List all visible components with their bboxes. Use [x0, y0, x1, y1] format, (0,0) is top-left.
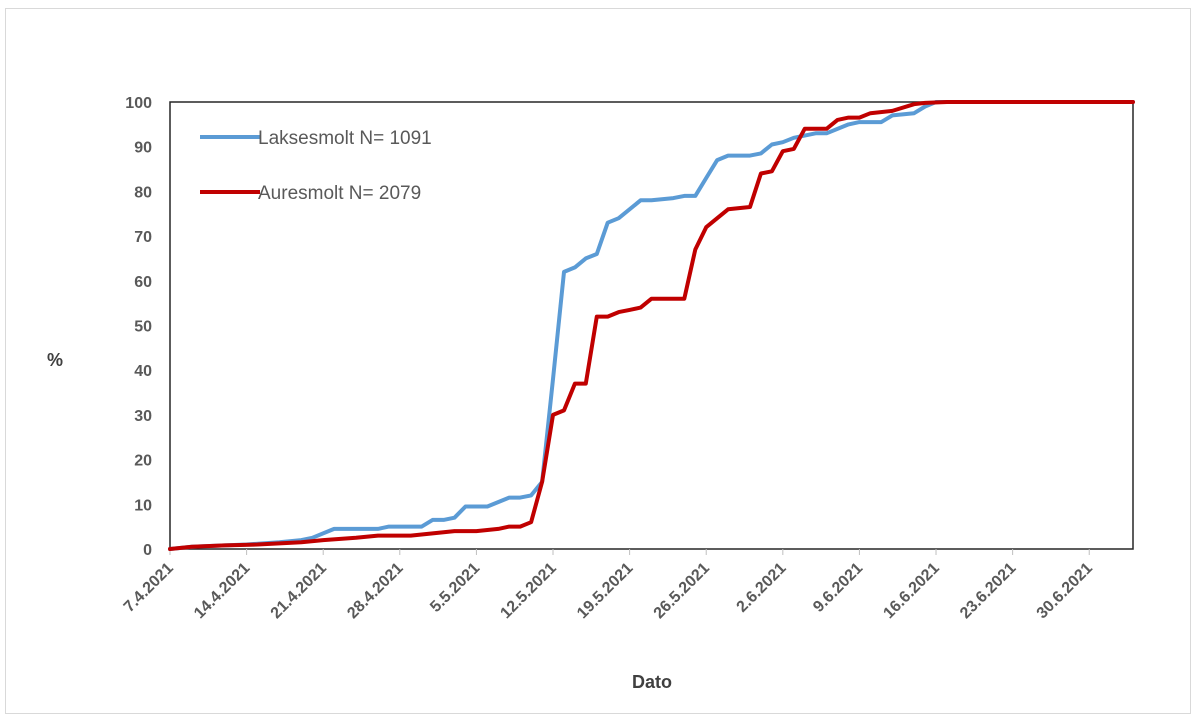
y-tick-label: 60: [134, 274, 152, 291]
x-tick-label: 19.5.2021: [574, 560, 636, 622]
y-tick-label: 40: [134, 363, 152, 380]
y-tick-label: 10: [134, 497, 152, 514]
x-tick-label: 23.6.2021: [957, 560, 1019, 622]
y-axis-title: %: [47, 350, 63, 370]
y-tick-label: 20: [134, 453, 152, 470]
x-tick-label: 30.6.2021: [1034, 560, 1096, 622]
x-tick-label: 12.5.2021: [497, 560, 559, 622]
legend-label: Auresmolt N= 2079: [258, 183, 421, 204]
y-tick-label: 0: [143, 542, 152, 559]
series-layer: [168, 100, 1135, 551]
series-line-laksesmolt: [168, 100, 1135, 551]
y-tick-label: 30: [134, 408, 152, 425]
chart-frame: [5, 8, 1191, 714]
x-tick-label: 16.6.2021: [880, 560, 942, 622]
x-tick-label: 21.4.2021: [268, 560, 330, 622]
y-tick-label: 100: [125, 95, 152, 112]
y-tick-label: 50: [134, 319, 152, 336]
y-tick-label: 80: [134, 184, 152, 201]
x-tick-label: 9.6.2021: [810, 560, 866, 616]
legend: Laksesmolt N= 1091 Auresmolt N= 2079: [200, 128, 432, 204]
y-tick-label: 90: [134, 140, 152, 157]
x-tick-label: 7.4.2021: [121, 560, 177, 616]
plot-area-border: [169, 101, 1134, 550]
x-tick-label: 5.5.2021: [427, 560, 483, 616]
x-axis-title: Dato: [632, 672, 672, 692]
series-line-auresmolt: [168, 100, 1135, 551]
y-tick-label: 70: [134, 229, 152, 246]
x-tick-label: 26.5.2021: [651, 560, 713, 622]
x-tick-label: 14.4.2021: [191, 560, 253, 622]
x-tick-label: 2.6.2021: [734, 560, 790, 616]
legend-label: Laksesmolt N= 1091: [258, 128, 432, 149]
x-tick-label: 28.4.2021: [344, 560, 406, 622]
